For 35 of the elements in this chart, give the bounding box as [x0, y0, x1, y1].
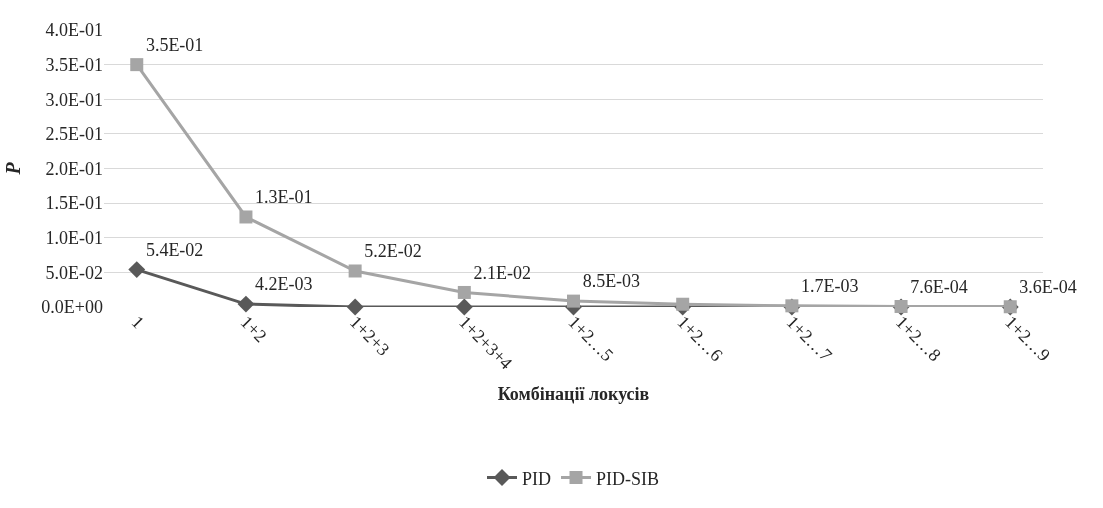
x-axis-title: Комбінації локусів [497, 384, 650, 405]
data-label: 5.4E-02 [145, 239, 204, 260]
x-tick-label: 1 [127, 312, 149, 333]
data-label: 8.5E-03 [582, 271, 641, 292]
point [346, 298, 364, 316]
y-tick-label: 0.0E+00 [41, 297, 103, 318]
point [457, 285, 471, 299]
point [130, 58, 144, 72]
point [237, 295, 255, 313]
legend-label: PID-SIB [596, 468, 660, 489]
data-label: 1.3E-01 [255, 187, 313, 208]
point [676, 297, 690, 311]
data-label: 1.7E-03 [800, 276, 859, 297]
point [455, 298, 473, 316]
data-label: 5.2E-02 [364, 241, 422, 262]
y-tick-label: 2.5E-01 [45, 124, 103, 145]
y-tick-label: 5.0E-02 [45, 262, 103, 283]
point [567, 294, 580, 308]
data-label: 7.6E-04 [910, 276, 968, 297]
legend-label: PID [522, 468, 552, 489]
x-tick-label: 1+2 [236, 312, 271, 347]
point [128, 261, 146, 279]
data-label: 3.6E-04 [1019, 277, 1077, 298]
y-tick-label: 1.5E-01 [45, 193, 103, 214]
y-tick-label: 1.0E-01 [45, 228, 103, 249]
y-tick-label: 3.0E-01 [45, 89, 103, 110]
y-tick-label: 3.5E-01 [45, 54, 103, 75]
y-tick-label: 4.0E-01 [45, 20, 103, 41]
y-tick-label: 2.0E-01 [45, 158, 103, 179]
data-label: 3.5E-01 [145, 35, 204, 56]
point [348, 264, 362, 278]
data-label: 2.1E-02 [473, 262, 531, 283]
data-label: 4.2E-03 [255, 274, 313, 295]
point [239, 210, 253, 224]
y-axis-title: P [1, 161, 24, 176]
